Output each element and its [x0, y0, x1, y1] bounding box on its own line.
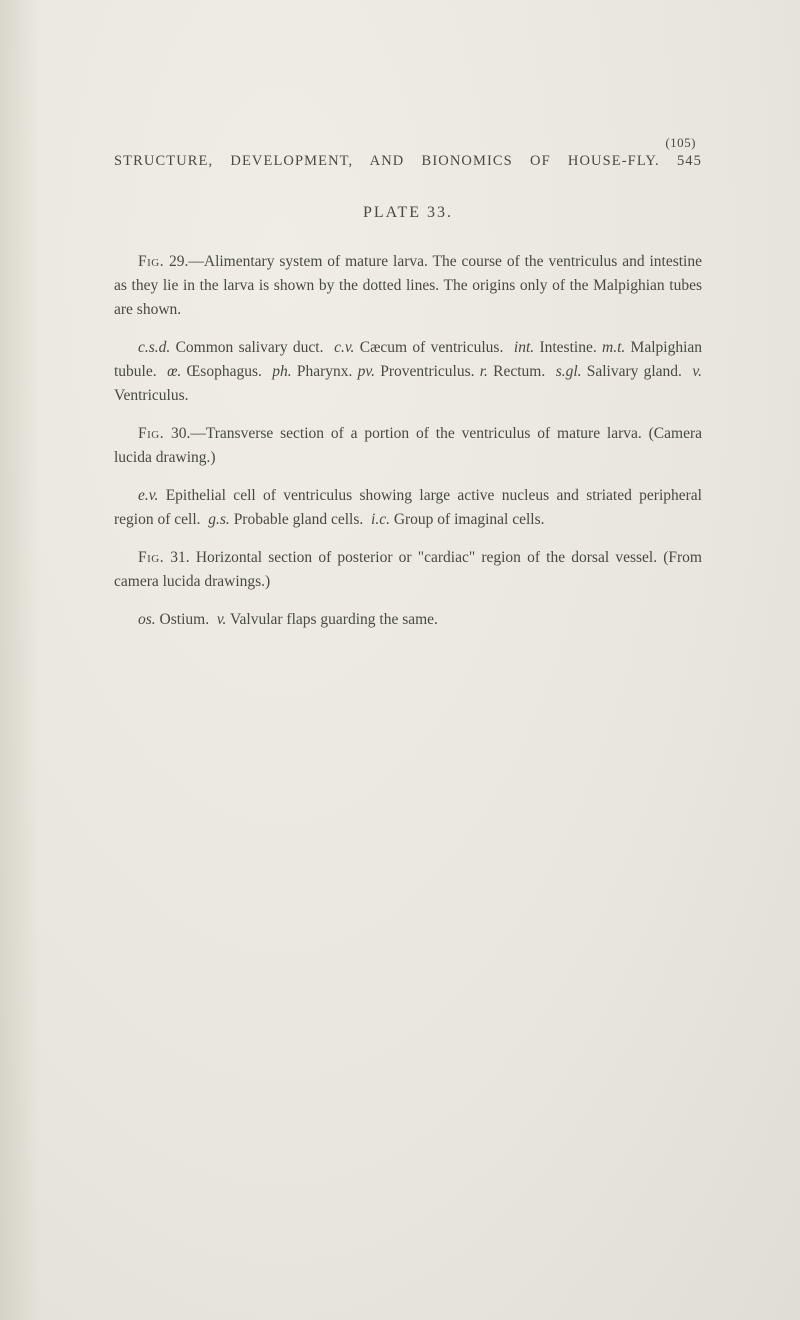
page-number-marker: (105) — [114, 135, 702, 151]
fig-label: Fig. — [138, 253, 164, 270]
fig-label: Fig. — [138, 425, 164, 442]
fig-label: Fig. — [138, 549, 164, 566]
fig-30-key: e.v. Epithelial cell of ventriculus show… — [114, 484, 702, 532]
fig-30-text: 30.—Transverse section of a portion of t… — [114, 425, 702, 466]
page: (105) STRUCTURE, DEVELOPMENT, AND BIONOM… — [0, 0, 800, 1320]
fig-29-text: 29.—Alimentary system of mature larva. T… — [114, 253, 702, 318]
fig-29-caption: Fig. 29.—Alimentary system of mature lar… — [114, 250, 702, 322]
plate-title: PLATE 33. — [114, 204, 702, 222]
running-head: STRUCTURE, DEVELOPMENT, AND BIONOMICS OF… — [114, 153, 702, 170]
fig-31-key: os. Ostium. v. Valvular flaps guarding t… — [114, 608, 702, 632]
fig-29-key: c.s.d. Common salivary duct. c.v. Cæcum … — [114, 336, 702, 408]
fig-30-caption: Fig. 30.—Transverse section of a portion… — [114, 422, 702, 470]
binding-shadow — [0, 0, 40, 1320]
fig-31-caption: Fig. 31. Horizontal section of posterior… — [114, 546, 702, 594]
fig-31-text: 31. Horizontal section of posterior or "… — [114, 549, 702, 590]
